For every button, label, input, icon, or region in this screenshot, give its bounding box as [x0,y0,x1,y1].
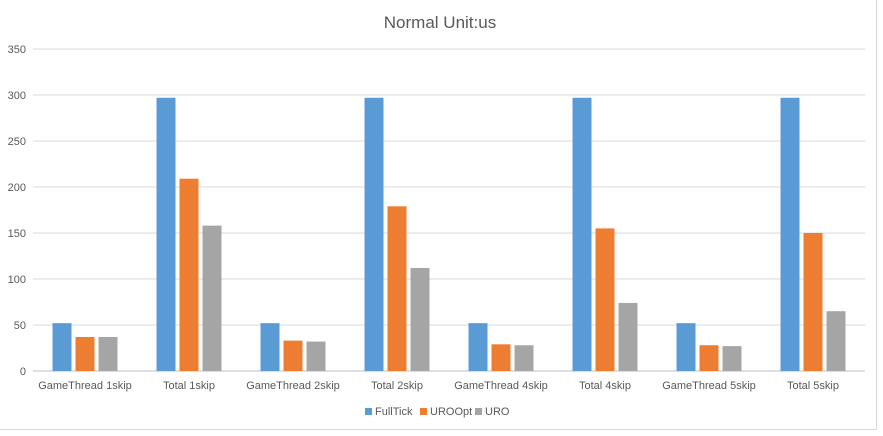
bar-uro [410,267,430,371]
bar-fulltick [156,97,176,371]
x-tick-label: GameThread 1skip [38,380,132,392]
bar-uro [722,346,742,371]
legend-label-fulltick: FullTick [375,406,413,418]
bar-fulltick [468,323,488,371]
bar-uro [98,336,118,371]
bars [52,97,846,371]
bar-uroopt [491,344,511,371]
chart-title: Normal Unit:us [384,13,496,32]
bar-fulltick [364,97,384,371]
bar-fulltick [676,323,696,371]
bar-uroopt [179,178,199,371]
bar-uro [826,311,846,371]
bar-uro [202,225,222,371]
x-axis: GameThread 1skip Total 1skip GameThread 2s… [38,380,839,392]
legend-label-uro: URO [485,406,510,418]
x-tick-label: GameThread 2skip [246,380,340,392]
bar-uroopt [699,345,719,371]
y-tick-label: 250 [8,136,26,148]
x-tick-label: GameThread 4skip [454,380,548,392]
legend-swatch-uro [475,408,482,415]
x-tick-label: Total 2skip [371,380,423,392]
chart-frame: Normal Unit:us 0 50 100 150 200 250 300 350 Gam… [0,0,877,430]
legend: FullTick UROOpt URO [365,406,510,418]
bar-fulltick [260,323,280,371]
bar-uroopt [595,228,615,371]
y-axis: 0 50 100 150 200 250 300 350 [8,44,26,378]
bar-fulltick [780,97,800,371]
y-tick-label: 300 [8,90,26,102]
y-tick-label: 200 [8,182,26,194]
legend-swatch-uroopt [420,408,427,415]
y-tick-label: 50 [14,320,26,332]
bar-uroopt [803,233,823,371]
bar-uro [306,341,326,371]
bar-uroopt [75,336,95,371]
y-tick-label: 0 [20,366,26,378]
y-tick-label: 350 [8,44,26,56]
legend-swatch-fulltick [365,408,372,415]
bar-uroopt [283,340,303,371]
bar-fulltick [572,97,592,371]
legend-label-uroopt: UROOpt [430,406,472,418]
x-tick-label: Total 4skip [579,380,631,392]
y-tick-label: 100 [8,274,26,286]
y-tick-label: 150 [8,228,26,240]
bar-uro [514,345,534,371]
bar-uroopt [387,206,407,371]
x-tick-label: Total 5skip [787,380,839,392]
x-tick-label: Total 1skip [163,380,215,392]
x-tick-label: GameThread 5skip [662,380,756,392]
bar-fulltick [52,323,72,371]
bar-uro [618,302,638,371]
